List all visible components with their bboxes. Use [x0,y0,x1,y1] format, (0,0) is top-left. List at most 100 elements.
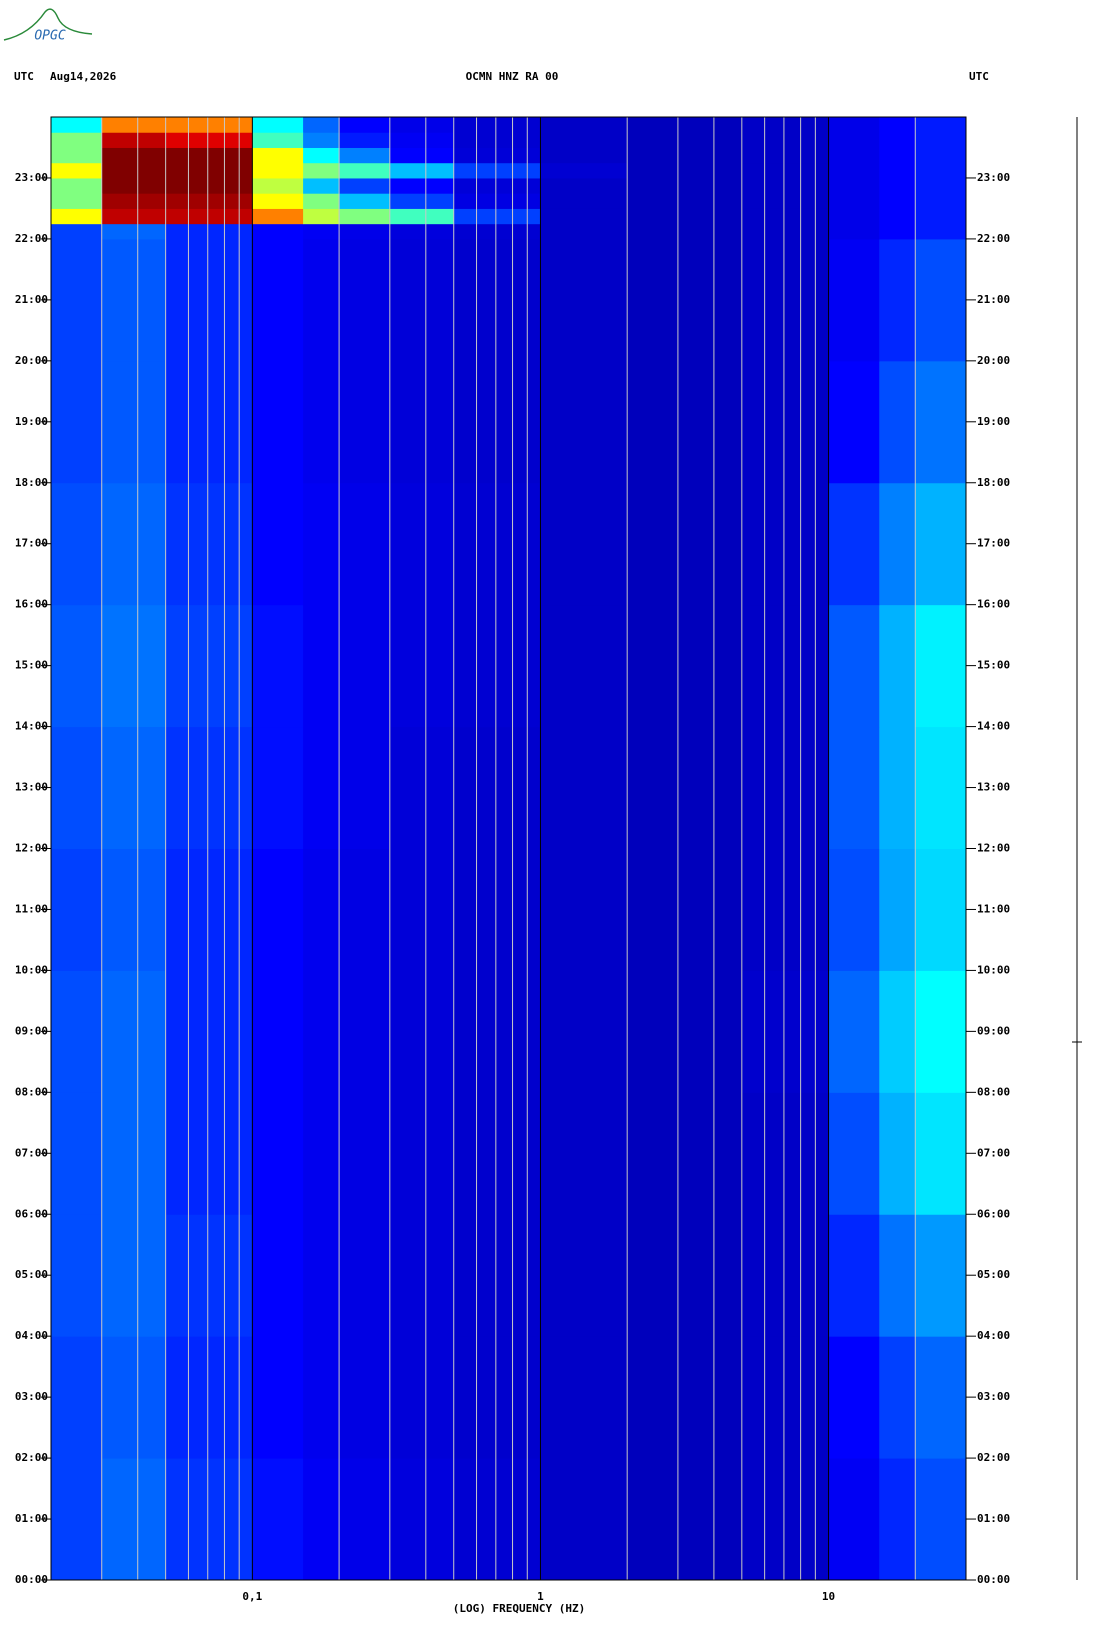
heatmap-cell [741,147,830,164]
heatmap-cell [389,1458,455,1581]
heatmap-cell [741,193,830,209]
heatmap-cell [828,604,880,728]
heatmap-cell [741,360,830,484]
heatmap-cell [828,1092,880,1215]
heatmap-cell [453,848,541,971]
heatmap-cell [453,604,541,728]
heatmap-cell [303,208,340,225]
heatmap-cell [828,117,880,133]
heatmap-cell [207,193,253,209]
heatmap-cell [389,223,455,240]
heatmap-cell [741,238,830,362]
heatmap-cell [828,848,880,971]
heatmap-cell [101,223,167,240]
heatmap-cell [389,726,455,849]
heatmap-cell [879,223,916,240]
heatmap-cell [339,482,391,606]
heatmap-cell [165,223,209,240]
heatmap-cell [453,132,541,148]
heatmap-cell [915,726,967,849]
y-tick-label: 11:00 [15,902,48,915]
heatmap-cell [879,360,916,484]
y-tick-label: 16:00 [15,598,48,611]
heatmap-cell [453,360,541,484]
heatmap-cell [339,1092,391,1215]
heatmap-cell [303,223,340,240]
heatmap-cell [627,193,743,209]
heatmap-cell [915,604,967,728]
time-zone: UTC [14,70,34,83]
heatmap-cell [339,360,391,484]
heatmap-cell [252,360,304,484]
heatmap-cell [51,193,103,209]
heatmap-cell [915,132,967,148]
heatmap-cell [207,726,253,849]
heatmap-cell [540,117,628,133]
y-tick-label-right: 20:00 [977,354,1010,367]
heatmap-cell [252,177,304,194]
heatmap-cell [165,848,209,971]
heatmap-cell [879,238,916,362]
heatmap-cell [627,360,743,484]
heatmap-cell [303,1458,340,1581]
heatmap-cell [741,1214,830,1337]
heatmap-cell [828,482,880,606]
heatmap-cell [165,162,209,179]
heatmap-cell [389,132,455,148]
heatmap-cell [165,1336,209,1459]
heatmap-cell [339,117,391,133]
heatmap-cell [741,1092,830,1215]
heatmap-cell [165,604,209,728]
heatmap-cell [741,970,830,1093]
heatmap-cell [879,147,916,164]
heatmap-cell [879,1336,916,1459]
heatmap-cell [339,193,391,209]
heatmap-cell [453,208,541,225]
heatmap-cell [165,238,209,362]
heatmap-cell [540,132,628,148]
heatmap-cell [303,1214,340,1337]
heatmap-cell [101,132,167,148]
heatmap-cell [51,970,103,1093]
heatmap-cell [627,238,743,362]
y-tick-label: 03:00 [15,1390,48,1403]
heatmap-cell [828,132,880,148]
heatmap-cell [627,1214,743,1337]
heatmap-cell [207,360,253,484]
heatmap-cell [453,482,541,606]
y-tick-label: 13:00 [15,781,48,794]
heatmap-cell [828,147,880,164]
heatmap-cell [627,117,743,133]
heatmap-cell [101,208,167,225]
heatmap-cell [828,970,880,1093]
heatmap-cell [879,208,916,225]
heatmap-cell [879,1092,916,1215]
heatmap-cell [339,147,391,164]
heatmap-cell [51,360,103,484]
x-tick-label: 10 [822,1590,835,1603]
y-tick-label-right: 02:00 [977,1451,1010,1464]
heatmap-cell [252,117,304,133]
heatmap-cell [339,132,391,148]
heatmap-cell [540,970,628,1093]
heatmap-cell [207,1214,253,1337]
heatmap-cell [101,848,167,971]
heatmap-cell [101,1336,167,1459]
x-tick-label: 0,1 [242,1590,262,1603]
heatmap-cell [165,193,209,209]
heatmap-cell [51,604,103,728]
heatmap-cell [252,482,304,606]
heatmap-cell [828,162,880,179]
heatmap-cell [101,360,167,484]
heatmap-cell [879,162,916,179]
heatmap-cell [828,726,880,849]
heatmap-cell [51,132,103,148]
heatmap-cell [165,1458,209,1581]
heatmap-cell [389,147,455,164]
heatmap-cell [540,848,628,971]
heatmap-cell [207,604,253,728]
y-tick-label: 21:00 [15,293,48,306]
y-tick-label-right: 19:00 [977,415,1010,428]
y-tick-label: 23:00 [15,171,48,184]
